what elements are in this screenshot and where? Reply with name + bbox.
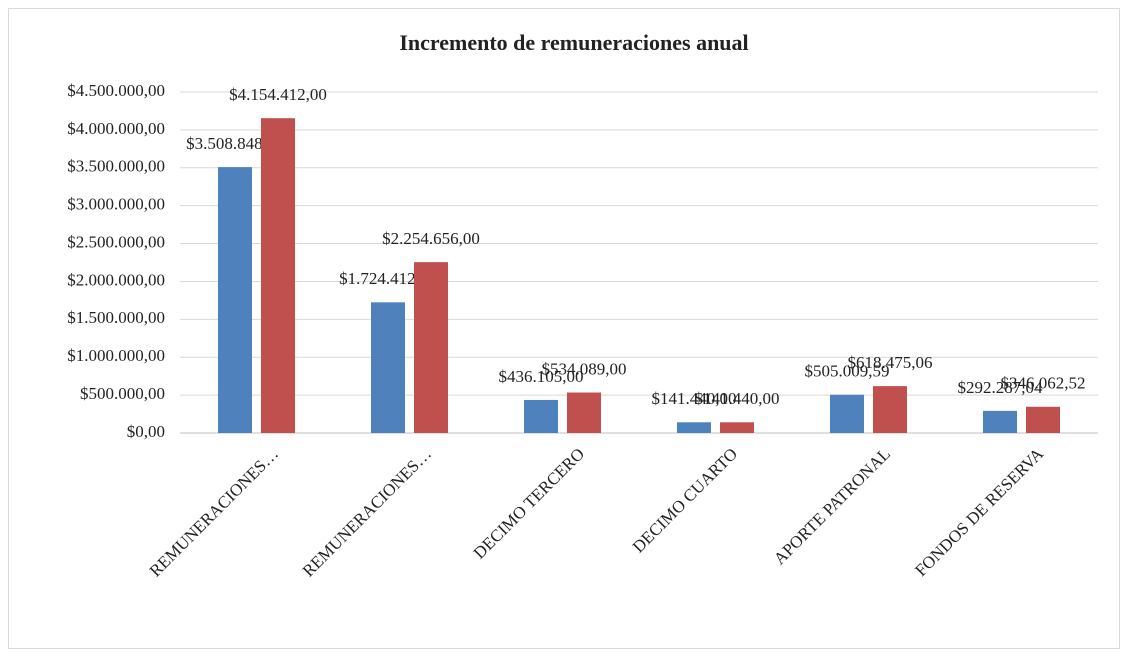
value-label: $346.062,52: [1001, 374, 1086, 393]
bar: [414, 262, 448, 433]
y-tick-label: $2.500.000,00: [67, 232, 165, 251]
bar: [873, 386, 907, 433]
bar: [830, 394, 864, 433]
y-tick-label: $4.000.000,00: [67, 119, 165, 138]
value-label: $618.475,06: [848, 353, 933, 372]
y-tick-label: $1.500.000,00: [67, 308, 165, 327]
value-label: $4.154.412,00: [229, 85, 327, 104]
value-label: $141.440,00: [695, 389, 780, 408]
chart-title: Incremento de remuneraciones anual: [399, 30, 748, 55]
value-label: $534.089,00: [542, 359, 627, 378]
chart-border: [8, 8, 1120, 649]
y-tick-label: $3.500.000,00: [67, 157, 165, 176]
bar: [720, 422, 754, 433]
value-label: $1.724.412,00: [339, 269, 437, 288]
y-tick-label: $2.000.000,00: [67, 270, 165, 289]
bar: [218, 167, 252, 433]
bar: [371, 302, 405, 433]
value-label: $292.287,04: [958, 378, 1044, 397]
value-label: $3.508.848,00: [186, 134, 284, 153]
bar: [677, 422, 711, 433]
bar: [1026, 406, 1060, 433]
value-label: $436.105,00: [499, 367, 584, 386]
y-tick-label: $0,00: [127, 422, 165, 441]
value-label: $2.254.656,00: [382, 229, 480, 248]
bar: [524, 399, 558, 433]
bar: [261, 118, 295, 433]
bar: [567, 392, 601, 433]
y-tick-label: $3.000.000,00: [67, 195, 165, 214]
value-label: $505.009,59: [805, 362, 890, 381]
y-tick-label: $1.000.000,00: [67, 346, 165, 365]
bar: [983, 410, 1017, 433]
value-label: $141.440,00: [652, 389, 737, 408]
y-tick-label: $4.500.000,00: [67, 81, 165, 100]
y-tick-label: $500.000,00: [80, 384, 165, 403]
